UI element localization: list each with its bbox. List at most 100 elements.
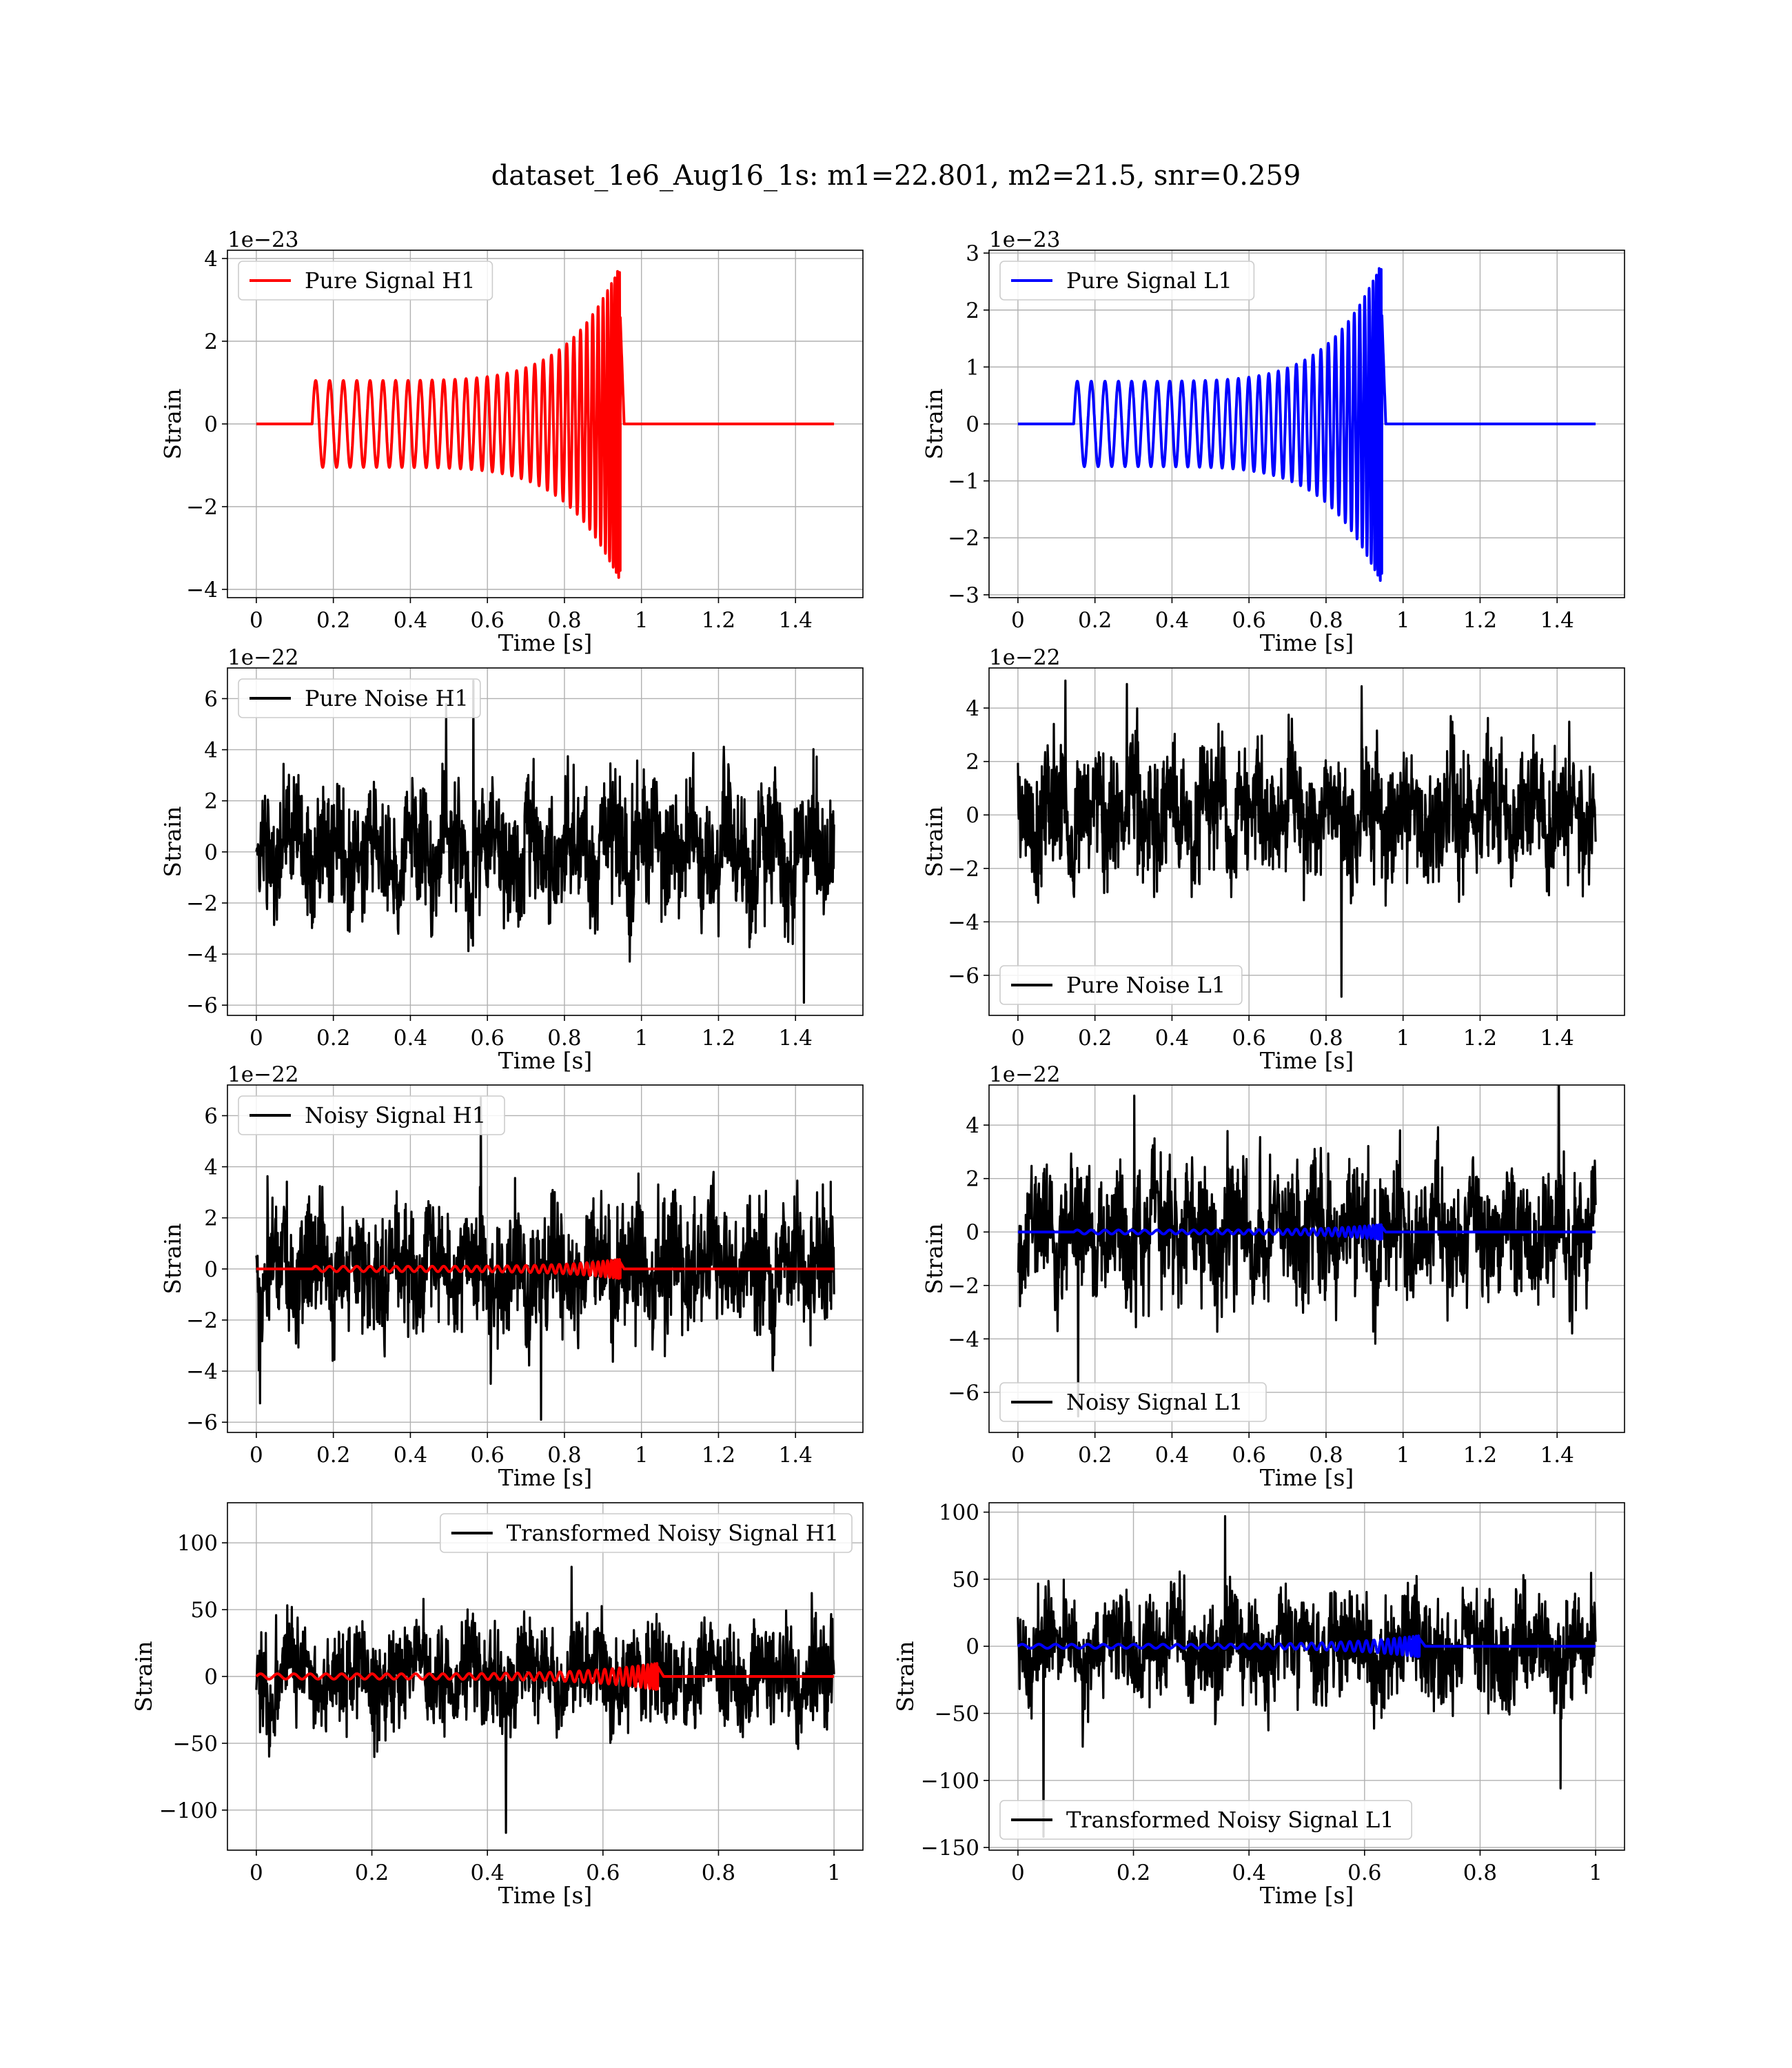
y-tick-label: 0	[204, 1257, 218, 1282]
legend-label: Transformed Noisy Signal H1	[507, 1520, 839, 1546]
x-tick-label: 0.4	[394, 1443, 427, 1468]
y-axis-label: Strain	[159, 388, 186, 459]
x-tick-label: 0.2	[1078, 1026, 1112, 1051]
y-tick-label: 0	[966, 412, 979, 437]
series-line-overlay	[255, 1258, 835, 1280]
x-axis-label: Time [s]	[1260, 1882, 1354, 1909]
x-tick-label: 0	[250, 608, 263, 633]
y-tick-label: −1	[948, 469, 979, 494]
series-line-overlay	[1017, 1223, 1597, 1241]
subplot-signal-l1: 0 0.2 0.4 0.6 0.8 1 1.2 1.4 −3 −2 −1 0 1 2 3 Time [s] St…	[921, 227, 1625, 656]
legend-label: Transformed Noisy Signal L1	[1066, 1807, 1394, 1833]
legend-label: Pure Noise L1	[1066, 972, 1225, 998]
x-tick-label: 0.8	[1309, 1443, 1343, 1468]
y-tick-label: −4	[948, 910, 979, 935]
y-tick-label: −2	[948, 1274, 979, 1299]
y-tick-label: −4	[186, 1359, 218, 1384]
series-line	[1017, 267, 1597, 582]
x-tick-label: 1	[1396, 1443, 1410, 1468]
x-tick-label: 0	[250, 1861, 263, 1885]
y-offset-label: 1e−23	[989, 227, 1061, 252]
x-axis-label: Time [s]	[498, 1047, 593, 1074]
x-tick-label: 0.2	[316, 608, 350, 633]
x-tick-label: 0.8	[547, 1443, 581, 1468]
x-tick-label: 1.4	[779, 1026, 813, 1051]
y-axis-label: Strain	[892, 1641, 919, 1712]
subplot-transformed-h1: 0 0.2 0.4 0.6 0.8 1 −100 −50 0 50 100 Time [s] Strai…	[130, 1502, 864, 1909]
y-tick-label: 4	[966, 1113, 979, 1138]
x-axis-label: Time [s]	[498, 1464, 593, 1491]
axes-frame	[227, 667, 864, 1016]
x-tick-label: 0.2	[316, 1443, 350, 1468]
y-tick-label: 0	[966, 1220, 979, 1245]
x-tick-label: 1.2	[702, 1026, 735, 1051]
x-tick-label: 1	[827, 1861, 841, 1885]
x-tick-label: 0.4	[471, 1861, 505, 1885]
x-axis-label: Time [s]	[498, 1882, 593, 1909]
x-tick-label: 0.6	[1347, 1861, 1381, 1885]
y-tick-label: −6	[948, 964, 979, 989]
x-tick-label: 0.6	[1232, 1443, 1266, 1468]
x-tick-label: 1	[1589, 1861, 1602, 1885]
series-group	[255, 1096, 835, 1421]
x-tick-label: 0.8	[1463, 1861, 1497, 1885]
x-tick-label: 0.6	[471, 1026, 505, 1051]
y-tick-label: −2	[186, 495, 218, 520]
series-line	[1017, 1085, 1597, 1418]
y-tick-label: −2	[948, 857, 979, 882]
y-tick-label: 0	[204, 412, 218, 437]
x-tick-label: 0.4	[394, 608, 427, 633]
y-axis-label: Strain	[159, 1223, 186, 1294]
y-tick-label: 0	[966, 803, 979, 828]
y-tick-label: −2	[948, 526, 979, 551]
x-tick-label: 1.4	[1540, 608, 1574, 633]
x-tick-label: 0.4	[1155, 1026, 1189, 1051]
y-tick-label: −4	[948, 1327, 979, 1352]
x-tick-label: 0.6	[586, 1861, 620, 1885]
y-offset-label: 1e−22	[227, 645, 299, 670]
series-line	[255, 270, 835, 579]
y-tick-label: 1	[966, 355, 979, 380]
x-tick-label: 0.6	[471, 1443, 505, 1468]
series-group	[1017, 267, 1597, 582]
legend: Noisy Signal L1	[999, 1382, 1267, 1422]
legend: Pure Noise L1	[999, 965, 1243, 1005]
subplot-noise-l1: 0 0.2 0.4 0.6 0.8 1 1.2 1.4 −6 −4 −2 0 2 4 Time [s] Str…	[921, 645, 1625, 1074]
x-tick-label: 1	[1396, 608, 1410, 633]
y-tick-label: 4	[204, 738, 218, 763]
y-tick-label: −100	[921, 1769, 979, 1794]
y-tick-label: 100	[939, 1501, 979, 1525]
x-tick-label: 0.4	[1155, 1443, 1189, 1468]
subplots: 0 0.2 0.4 0.6 0.8 1 1.2 1.4 −4 −2 0 2 4 Time [s] Strai…	[130, 227, 1625, 1909]
y-offset-label: 1e−22	[227, 1062, 299, 1087]
series-group	[255, 270, 835, 579]
y-tick-label: 2	[966, 298, 979, 323]
legend: Noisy Signal H1	[238, 1095, 505, 1135]
y-axis-label: Strain	[159, 806, 186, 877]
x-tick-label: 1	[1396, 1026, 1410, 1051]
x-tick-label: 0	[250, 1443, 263, 1468]
x-tick-label: 1.2	[1463, 1026, 1497, 1051]
y-tick-label: −150	[921, 1836, 979, 1861]
y-tick-label: −50	[173, 1732, 218, 1756]
series-line	[1017, 1514, 1597, 1838]
x-axis-label: Time [s]	[498, 629, 593, 656]
series-group	[255, 679, 835, 1004]
x-tick-label: 1	[635, 1026, 649, 1051]
legend-label: Noisy Signal H1	[305, 1102, 486, 1128]
legend-box	[999, 1382, 1267, 1422]
x-tick-label: 0	[250, 1026, 263, 1051]
x-axis-label: Time [s]	[1260, 1464, 1354, 1491]
x-tick-label: 0.2	[1078, 608, 1112, 633]
series-line-overlay	[255, 1662, 835, 1691]
x-tick-label: 1.4	[1540, 1026, 1574, 1051]
x-tick-label: 0	[1011, 608, 1025, 633]
y-tick-label: 2	[204, 789, 218, 814]
legend-box	[999, 965, 1243, 1005]
series-line	[1017, 679, 1597, 998]
x-tick-label: 0.6	[1232, 1026, 1266, 1051]
legend-box	[238, 1095, 505, 1135]
x-tick-label: 0.8	[1309, 1026, 1343, 1051]
